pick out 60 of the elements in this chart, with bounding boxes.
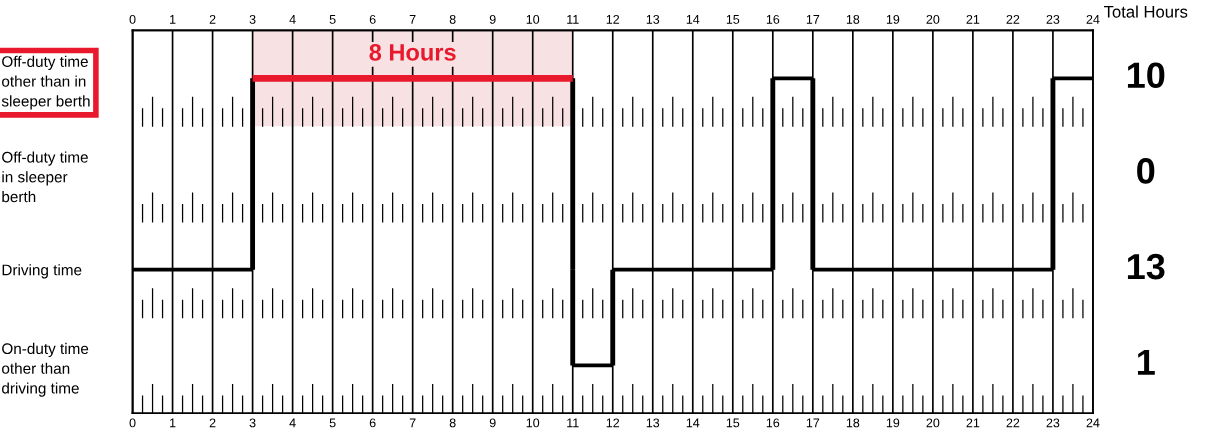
x2-tick-label: 9 xyxy=(489,14,496,24)
x2-tick-label: 5 xyxy=(329,15,336,24)
x-tick-label: 11 xyxy=(567,418,579,428)
x-tick-label: 20 xyxy=(926,418,940,428)
x2-tick-label: 15 xyxy=(726,15,740,24)
x2-tick-label: 6 xyxy=(369,14,376,24)
x2-tick-label: 17 xyxy=(806,15,820,24)
x2-tick-label: 21 xyxy=(966,14,980,24)
x2-tick-label: 1 xyxy=(170,15,176,24)
x-tick-label: 6 xyxy=(369,418,376,428)
x2-tick-label: 22 xyxy=(1006,14,1020,24)
x-tick-label: 22 xyxy=(1006,418,1020,428)
text: 1 xyxy=(1137,349,1155,375)
y-tick-label: Off-duty time other than in sleeper berth xyxy=(1,55,90,110)
x2-tick-label: 2 xyxy=(209,14,216,24)
x-tick-label: 23 xyxy=(1046,418,1060,428)
y-tick-label: Driving time xyxy=(2,264,82,279)
x-tick-label: 18 xyxy=(846,418,860,428)
x2-tick-label: 12 xyxy=(606,14,620,24)
x-tick-label: 0 xyxy=(129,418,136,428)
x2-tick-label: 11 xyxy=(567,15,579,24)
x-tick-label: 3 xyxy=(249,418,256,428)
x-tick-label: 13 xyxy=(646,418,660,428)
x2-tick-label: 16 xyxy=(766,14,780,24)
band-label: 8 Hours xyxy=(369,43,456,61)
x-tick-label: 2 xyxy=(209,418,216,428)
x-tick-label: 10 xyxy=(526,418,540,428)
x-tick-label: 8 xyxy=(449,418,456,428)
text: 0 xyxy=(1137,158,1155,184)
x2-tick-label: 7 xyxy=(409,15,416,24)
x2-tick-label: 10 xyxy=(526,14,540,24)
x-tick-label: 1 xyxy=(170,418,176,428)
x2-tick-label: 19 xyxy=(886,14,900,24)
x-tick-label: 12 xyxy=(606,418,620,428)
x2-tick-label: 4 xyxy=(289,15,296,24)
x-tick-label: 9 xyxy=(489,418,496,428)
text: 13 xyxy=(1127,253,1165,280)
x-tick-label: 7 xyxy=(409,418,416,428)
x-tick-label: 17 xyxy=(806,418,820,428)
x2-tick-label: 0 xyxy=(129,14,136,24)
x-tick-label: 21 xyxy=(966,418,980,428)
x-tick-label: 24 xyxy=(1086,418,1100,428)
x2-tick-label: 13 xyxy=(646,14,660,24)
x2-tick-label: 24 xyxy=(1086,14,1100,24)
y-tick-label: Off-duty time in sleeper berth xyxy=(2,151,88,203)
x-tick-label: 5 xyxy=(329,418,336,428)
text: 10 xyxy=(1127,62,1165,88)
x2-tick-label: 23 xyxy=(1046,14,1060,24)
x-tick-label: 4 xyxy=(289,418,296,428)
x2-tick-label: 3 xyxy=(249,14,256,24)
x-tick-label: 14 xyxy=(686,418,700,428)
text: Total Hours xyxy=(1103,5,1188,18)
x-tick-label: 16 xyxy=(766,418,780,428)
x2-tick-label: 20 xyxy=(926,14,940,24)
y-tick-label: On-duty time other than driving time xyxy=(2,342,89,397)
x2-tick-label: 18 xyxy=(846,14,860,24)
x-tick-label: 15 xyxy=(726,418,740,428)
x-tick-label: 19 xyxy=(886,418,900,428)
x2-tick-label: 14 xyxy=(686,15,700,24)
x2-tick-label: 8 xyxy=(449,14,456,24)
